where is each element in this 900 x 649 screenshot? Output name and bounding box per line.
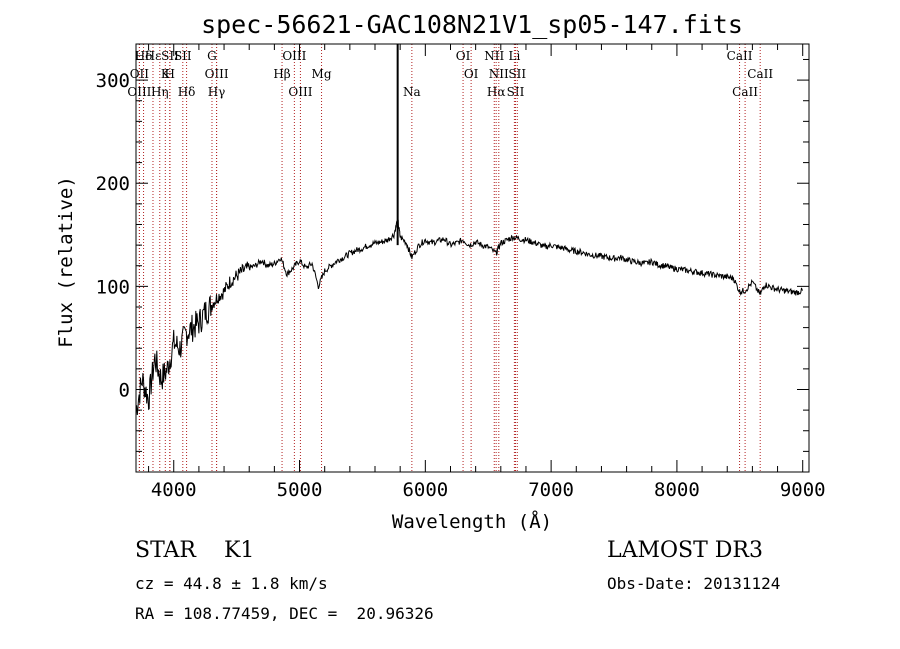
spectral-line-label: Li <box>508 49 520 63</box>
coordinates: RA = 108.77459, DEC = 20.96326 <box>135 604 434 623</box>
spectral-line-label: SII <box>508 67 526 81</box>
obs-date: Obs-Date: 20131124 <box>607 574 781 593</box>
spectral-line-label: OIII <box>288 85 312 99</box>
spectral-line-label: SII <box>507 85 525 99</box>
spectral-line-label: OIII <box>282 49 306 63</box>
spectral-line-label: Hδ <box>178 85 196 99</box>
spectral-line-label: OI <box>456 49 471 63</box>
survey-name: LAMOST DR3 <box>607 538 763 563</box>
spectral-line-label: Hγ <box>208 85 226 99</box>
spectral-line-label: H <box>164 67 174 81</box>
spectral-line-label: OIII <box>127 85 151 99</box>
spectral-line-label: Na <box>403 85 421 99</box>
spectral-line-label: K <box>161 67 171 81</box>
spectral-line-label: Hη <box>151 85 169 99</box>
spectral-line-label: Hα <box>487 85 506 99</box>
spectral-line-label: SII <box>174 49 192 63</box>
y-tick-label: 200 <box>96 173 130 195</box>
y-tick-label: 0 <box>119 379 130 401</box>
x-tick-label: 8000 <box>654 479 700 501</box>
y-tick-label: 300 <box>96 70 130 92</box>
x-tick-label: 4000 <box>151 479 197 501</box>
x-tick-label: 5000 <box>277 479 323 501</box>
x-tick-label: 7000 <box>528 479 574 501</box>
spectrum-series <box>135 44 804 416</box>
x-axis-label: Wavelength (Å) <box>392 510 552 533</box>
redshift-value: cz = 44.8 ± 1.8 km/s <box>135 574 328 593</box>
y-axis-label: Flux (relative) <box>55 176 77 348</box>
x-tick-label: 9000 <box>780 479 826 501</box>
spectral-line-label: Mg <box>312 67 332 81</box>
spectrum-line <box>135 216 804 416</box>
spectral-line-label: OI <box>464 67 479 81</box>
spectral-line-label: CaII <box>727 49 753 63</box>
y-tick-label: 100 <box>96 276 130 298</box>
spectral-line-label: Hε <box>145 49 162 63</box>
spectral-line-label: CaII <box>747 67 773 81</box>
object-class: STAR K1 <box>135 538 255 563</box>
chart-title: spec-56621-GAC108N21V1_sp05-147.fits <box>201 10 743 39</box>
spectral-line-label: G <box>207 49 217 63</box>
axis-ticks: 4000 5000 6000 7000 8000 9000 0 100 200 300 <box>96 44 826 501</box>
spectral-line-label: NII <box>489 67 509 81</box>
spectral-line-markers: HδOIIOIIIHεKHηSIIHHδSIIOIIIHγGHβOIIIOIII… <box>127 44 773 472</box>
spectral-line-label: Hβ <box>273 67 290 81</box>
plot-frame <box>135 43 810 473</box>
x-tick-label: 6000 <box>402 479 448 501</box>
spectral-line-label: NII <box>484 49 504 63</box>
spectral-line-label: CaII <box>732 85 758 99</box>
